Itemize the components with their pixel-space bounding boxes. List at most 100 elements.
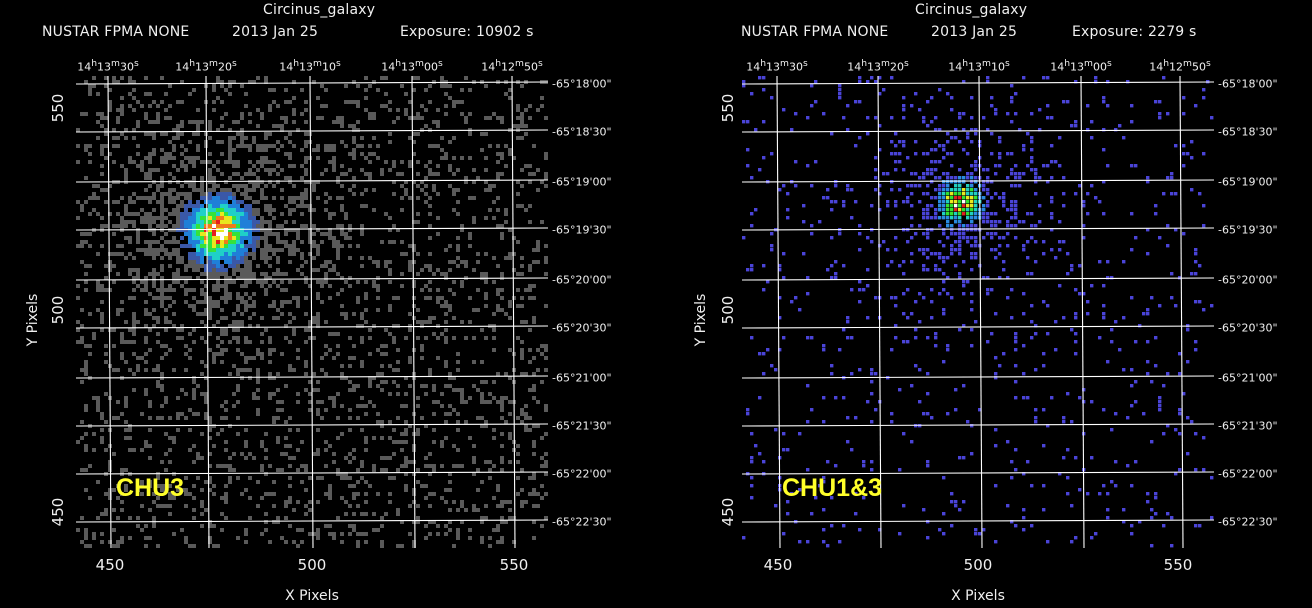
photon-pixel <box>798 540 802 544</box>
photon-pixel <box>1034 240 1038 244</box>
photon-pixel <box>312 232 316 236</box>
photon-pixel <box>180 124 184 128</box>
dec-tick-label: -65°18'00" <box>552 77 612 91</box>
photon-pixel <box>942 208 946 212</box>
photon-pixel <box>1130 524 1134 528</box>
photon-pixel <box>228 196 232 200</box>
photon-pixel <box>244 360 248 364</box>
photon-pixel <box>288 244 292 248</box>
photon-pixel <box>1178 432 1182 436</box>
photon-pixel <box>1122 316 1126 320</box>
photon-pixel <box>966 216 970 220</box>
photon-pixel <box>1030 112 1034 116</box>
photon-pixel <box>1186 152 1190 156</box>
photon-pixel <box>100 316 104 320</box>
photon-pixel <box>1082 400 1086 404</box>
photon-pixel <box>180 200 184 204</box>
photon-pixel <box>108 100 112 104</box>
photon-pixel <box>484 168 488 172</box>
photon-pixel <box>1022 148 1026 152</box>
photon-pixel <box>108 288 112 292</box>
photon-pixel <box>408 244 412 248</box>
photon-pixel <box>488 400 492 404</box>
photon-pixel <box>356 468 360 472</box>
photon-pixel <box>918 184 922 188</box>
photon-pixel <box>970 452 974 456</box>
photon-pixel <box>388 364 392 368</box>
photon-pixel <box>160 488 164 492</box>
photon-pixel <box>480 424 484 428</box>
photon-pixel <box>838 348 842 352</box>
photon-pixel <box>332 144 336 148</box>
photon-pixel <box>292 328 296 332</box>
photon-pixel <box>480 392 484 396</box>
photon-pixel <box>156 476 160 480</box>
photon-pixel <box>128 340 132 344</box>
photon-pixel <box>356 300 360 304</box>
photon-pixel <box>184 244 188 248</box>
photon-pixel <box>544 432 548 436</box>
photon-pixel <box>1190 140 1194 144</box>
photon-pixel <box>176 208 180 212</box>
photon-pixel <box>460 228 464 232</box>
photon-pixel <box>328 332 332 336</box>
dec-tick-label: -65°20'00" <box>552 273 612 287</box>
photon-pixel <box>168 252 172 256</box>
photon-pixel <box>340 224 344 228</box>
photon-pixel <box>176 272 180 276</box>
photon-pixel <box>192 224 196 228</box>
photon-pixel <box>300 164 304 168</box>
photon-pixel <box>364 500 368 504</box>
photon-pixel <box>132 280 136 284</box>
photon-pixel <box>360 136 364 140</box>
photon-pixel <box>228 240 232 244</box>
photon-pixel <box>974 196 978 200</box>
photon-pixel <box>962 280 966 284</box>
photon-pixel <box>1118 124 1122 128</box>
photon-pixel <box>252 136 256 140</box>
photon-pixel <box>332 156 336 160</box>
y-tick-label: 450 <box>49 497 67 527</box>
photon-pixel <box>480 516 484 520</box>
photon-pixel <box>152 500 156 504</box>
photon-pixel <box>468 88 472 92</box>
photon-pixel <box>846 416 850 420</box>
photon-pixel <box>750 176 754 180</box>
photon-pixel <box>320 264 324 268</box>
photon-pixel <box>200 260 204 264</box>
photon-pixel <box>750 476 754 480</box>
photon-pixel <box>304 504 308 508</box>
photon-pixel <box>1106 508 1110 512</box>
photon-pixel <box>188 204 192 208</box>
photon-pixel <box>894 248 898 252</box>
photon-pixel <box>220 428 224 432</box>
photon-pixel <box>958 216 962 220</box>
photon-pixel <box>156 484 160 488</box>
photon-pixel <box>232 184 236 188</box>
photon-pixel <box>440 496 444 500</box>
photon-pixel <box>204 284 208 288</box>
photon-pixel <box>192 252 196 256</box>
photon-pixel <box>164 484 168 488</box>
photon-pixel <box>1090 284 1094 288</box>
photon-pixel <box>328 216 332 220</box>
photon-pixel <box>276 236 280 240</box>
photon-pixel <box>380 420 384 424</box>
photon-pixel <box>782 432 786 436</box>
photon-pixel <box>140 164 144 168</box>
photon-pixel <box>144 240 148 244</box>
photon-pixel <box>168 200 172 204</box>
photon-pixel <box>76 144 80 148</box>
x-axis-label: X Pixels <box>285 588 339 604</box>
photon-pixel <box>208 264 212 268</box>
photon-pixel <box>84 372 88 376</box>
photon-pixel <box>536 400 540 404</box>
photon-pixel <box>88 352 92 356</box>
photon-pixel <box>192 232 196 236</box>
photon-pixel <box>208 252 212 256</box>
photon-pixel <box>328 212 332 216</box>
photon-pixel <box>1198 192 1202 196</box>
photon-pixel <box>244 188 248 192</box>
photon-pixel <box>204 364 208 368</box>
photon-pixel <box>926 212 930 216</box>
